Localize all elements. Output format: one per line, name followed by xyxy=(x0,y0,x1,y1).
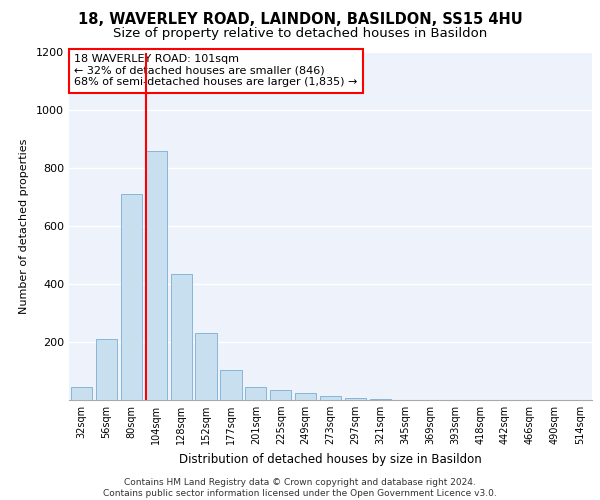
Text: Size of property relative to detached houses in Basildon: Size of property relative to detached ho… xyxy=(113,28,487,40)
Bar xyxy=(220,370,242,400)
Bar xyxy=(96,339,117,400)
Bar xyxy=(146,151,167,400)
Bar xyxy=(71,387,92,400)
Bar xyxy=(345,398,366,400)
Bar xyxy=(121,194,142,400)
Bar xyxy=(196,334,217,400)
Bar xyxy=(295,393,316,400)
X-axis label: Distribution of detached houses by size in Basildon: Distribution of detached houses by size … xyxy=(179,452,482,466)
Text: 18 WAVERLEY ROAD: 101sqm
← 32% of detached houses are smaller (846)
68% of semi-: 18 WAVERLEY ROAD: 101sqm ← 32% of detach… xyxy=(74,54,358,88)
Bar xyxy=(170,274,192,400)
Bar xyxy=(245,387,266,400)
Text: Contains HM Land Registry data © Crown copyright and database right 2024.
Contai: Contains HM Land Registry data © Crown c… xyxy=(103,478,497,498)
Bar xyxy=(370,399,391,400)
Bar xyxy=(270,390,292,400)
Text: 18, WAVERLEY ROAD, LAINDON, BASILDON, SS15 4HU: 18, WAVERLEY ROAD, LAINDON, BASILDON, SS… xyxy=(77,12,523,28)
Bar xyxy=(320,396,341,400)
Y-axis label: Number of detached properties: Number of detached properties xyxy=(19,138,29,314)
